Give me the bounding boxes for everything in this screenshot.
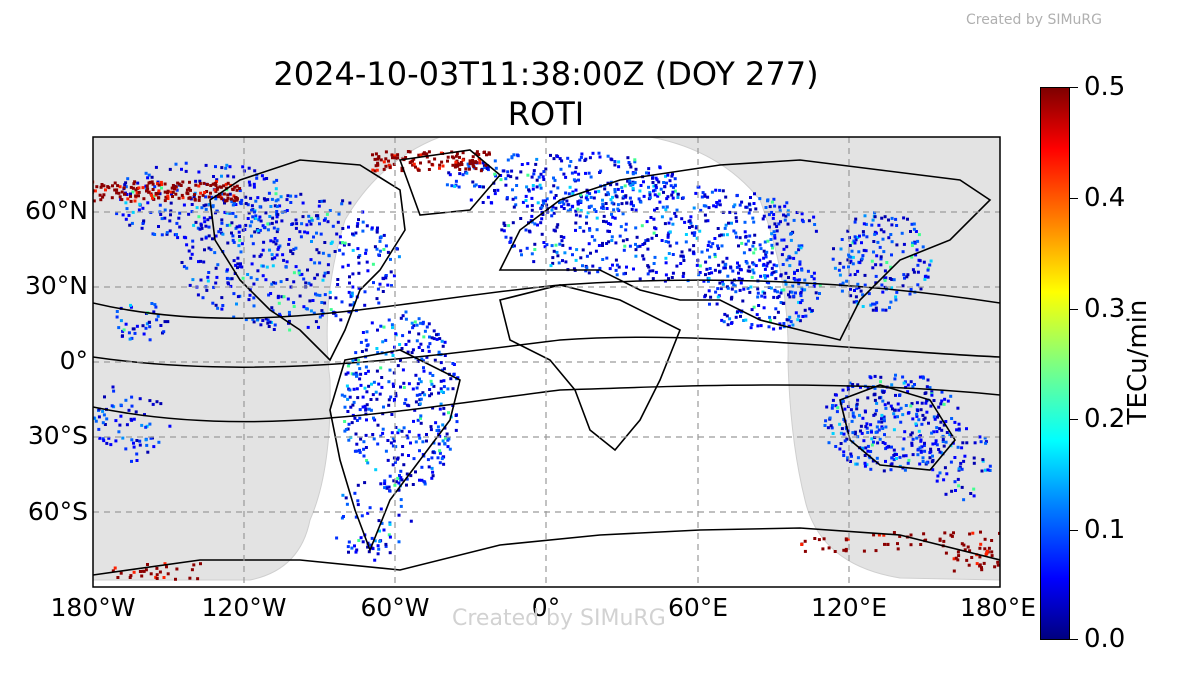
night-region-west bbox=[93, 137, 441, 581]
x-tick-60e: 60°E bbox=[667, 593, 729, 622]
x-tick-120e: 120°E bbox=[810, 593, 887, 622]
night-region-east bbox=[649, 137, 1000, 581]
map-title: 2024-10-03T11:38:00Z (DOY 277) bbox=[273, 55, 819, 93]
colorbar-tick-0-2: 0.2 bbox=[1084, 404, 1126, 434]
watermark: Created by SIMuRG bbox=[452, 606, 666, 631]
x-tick-120w: 120°W bbox=[201, 593, 287, 622]
gridlines bbox=[93, 137, 1000, 587]
y-tick-30n: 30°N bbox=[24, 271, 88, 300]
x-tick-180w: 180°W bbox=[50, 593, 136, 622]
y-tick-0: 0° bbox=[59, 346, 88, 375]
colorbar-label: TECu/min bbox=[1123, 299, 1153, 425]
colorbar-tick-0-4: 0.4 bbox=[1084, 183, 1126, 213]
colorbar bbox=[1040, 87, 1070, 640]
coastlines bbox=[93, 149, 1000, 576]
map-subtitle: ROTI bbox=[507, 95, 585, 133]
y-tick-60s: 60°S bbox=[27, 497, 88, 526]
colorbar-tick-0-1: 0.1 bbox=[1084, 515, 1126, 545]
y-tick-30s: 30°S bbox=[27, 421, 88, 450]
credit-text: Created by SIMuRG bbox=[965, 12, 1102, 28]
colorbar-tick-0-3: 0.3 bbox=[1084, 294, 1126, 324]
x-tick-180e: 180°E bbox=[959, 593, 1036, 622]
colorbar-tick-0-0: 0.0 bbox=[1084, 624, 1126, 654]
map-frame bbox=[92, 136, 1001, 588]
x-tick-0: 0° bbox=[531, 593, 561, 622]
y-tick-60n: 60°N bbox=[24, 196, 88, 225]
colorbar-tick-0-5: 0.5 bbox=[1084, 72, 1126, 102]
x-tick-60w: 60°W bbox=[360, 593, 430, 622]
